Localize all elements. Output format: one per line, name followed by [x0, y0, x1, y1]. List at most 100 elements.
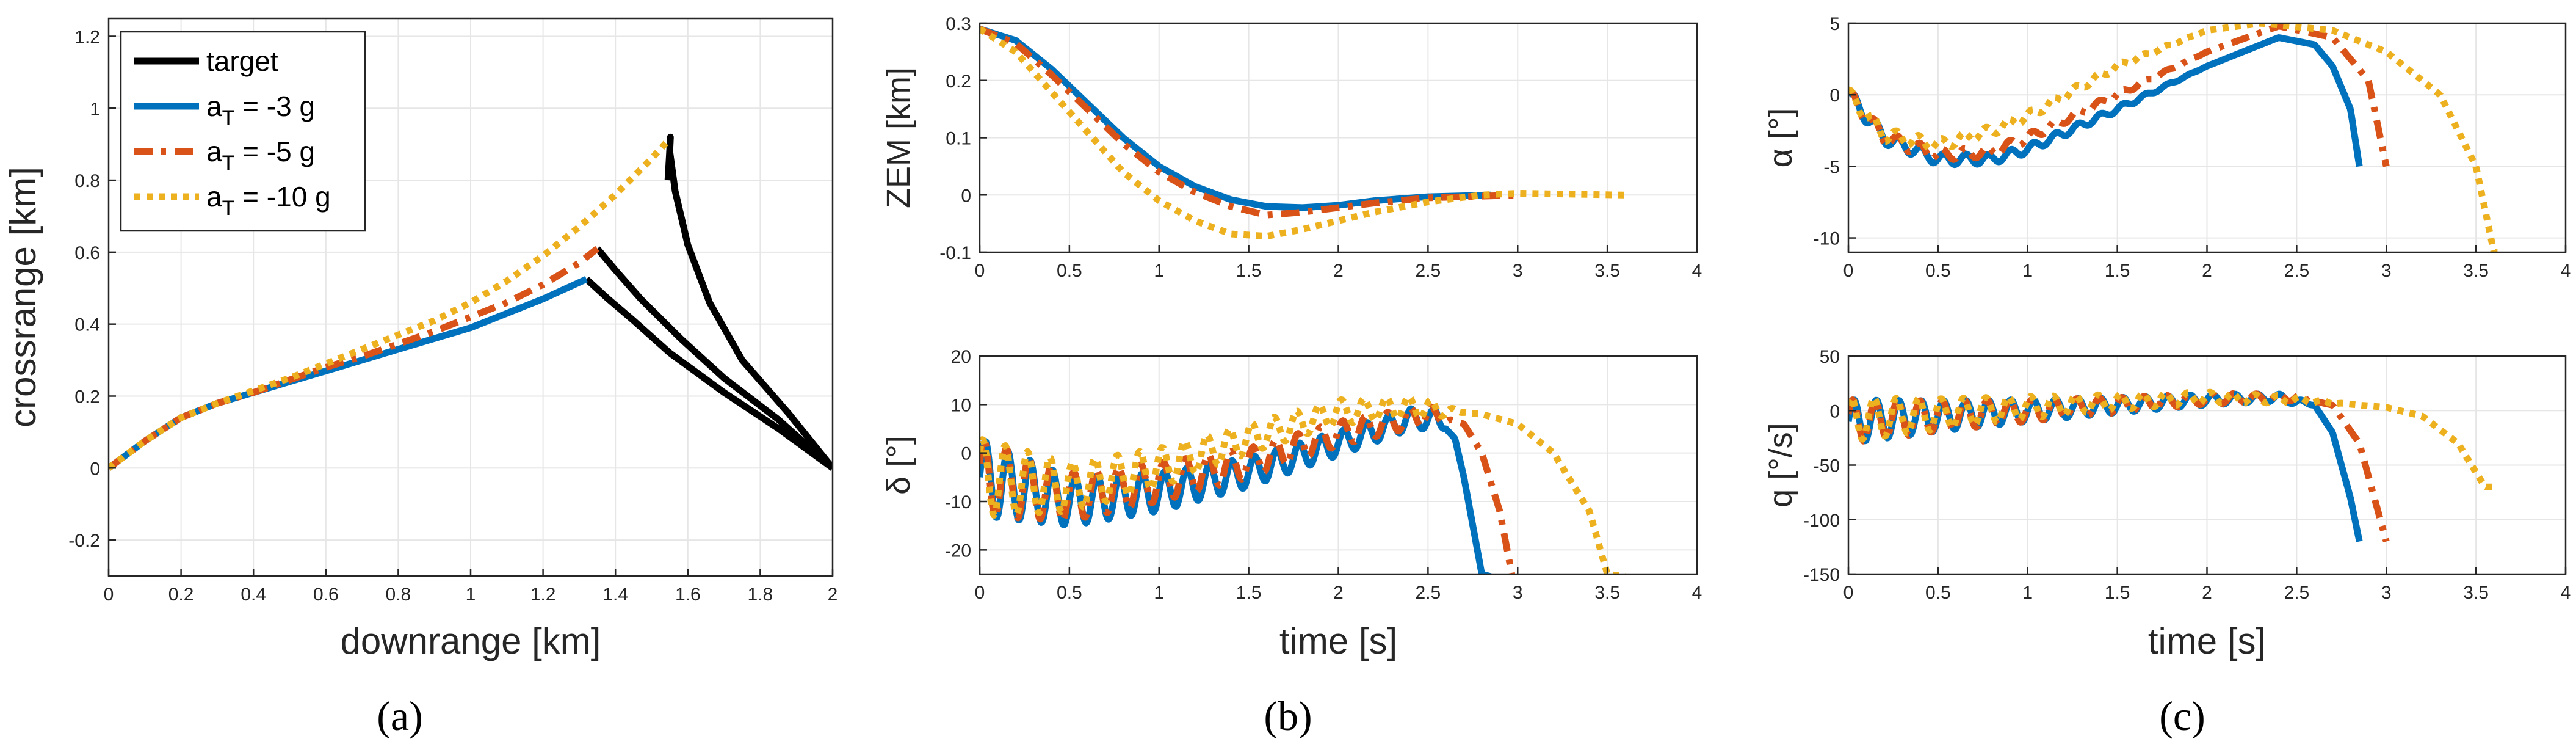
x-tick-label: 3: [1513, 583, 1523, 603]
series-line-s10: [1848, 388, 2500, 490]
x-tick-label: 2.5: [1416, 261, 1441, 281]
x-tick-label: 0.8: [386, 585, 411, 605]
caption-b: (b): [1264, 693, 1312, 739]
x-tick-label: 4: [2561, 261, 2571, 281]
x-tick-label: 4: [1692, 261, 1702, 281]
legend: target aT = -3 g aT = -5 g aT = -10 g: [120, 31, 366, 232]
y-tick-label: 0: [1829, 401, 1840, 421]
y-tick-label: 0: [961, 444, 971, 464]
y-tick-label: -20: [945, 541, 971, 561]
x-tick-label: 1.6: [675, 585, 701, 605]
y-tick-label: 10: [951, 395, 971, 415]
x-tick-label: 1: [1154, 261, 1164, 281]
y-tick-label: -5: [1823, 157, 1840, 177]
x-tick-label: 0.6: [313, 585, 339, 605]
x-tick-label: 1.5: [2105, 583, 2130, 603]
x-tick-label: 0.5: [1057, 583, 1082, 603]
y-tick-label: 0.2: [946, 71, 971, 92]
panel-a-trajectory-plot: 0 0.2 0.4 0.6 0.8 1 1.2 1.4 1.6 1.8 2 -0.2 0 0.2 0.4 0.…: [2, 17, 838, 661]
x-tick-label: 2.5: [2284, 261, 2310, 281]
series-line-s3: [1848, 34, 2363, 169]
x-tick-label: 4: [1692, 583, 1702, 603]
series-line-s10: [1848, 23, 2500, 252]
x-tick-label: 0.5: [1057, 261, 1082, 281]
y-axis-label: q [°/s]: [1762, 423, 1799, 508]
x-tick-label: 2.5: [2284, 583, 2310, 603]
x-tick-label: 1.5: [2105, 261, 2130, 281]
x-tick-label: 4: [2561, 583, 2571, 603]
x-tick-label: 3: [2381, 261, 2392, 281]
x-tick-label: 1.4: [602, 585, 628, 605]
x-tick-label: 0.4: [241, 585, 266, 605]
y-tick-label: 5: [1829, 14, 1840, 34]
y-tick-label: 1: [90, 99, 100, 119]
y-tick-label: 0: [1829, 86, 1840, 106]
y-tick-label: 1.2: [74, 27, 100, 47]
series-line-s5: [109, 246, 600, 471]
y-tick-label: 50: [1820, 347, 1840, 367]
panel-b-delta-plot: 0 0.5 1 1.5 2 2.5 3 3.5 4 -20 -10 0 10 20 time [s] δ [°…: [880, 347, 1702, 661]
y-tick-label: -10: [1814, 229, 1840, 249]
legend-label: aT = -5 g: [206, 136, 315, 175]
x-tick-label: 1.2: [530, 585, 556, 605]
series-line-s3: [109, 275, 588, 471]
x-tick-label: 1: [466, 585, 476, 605]
y-tick-label: 0.6: [74, 243, 100, 263]
legend-label: aT = -3 g: [206, 90, 315, 129]
x-tick-label: 1: [1154, 583, 1164, 603]
x-tick-label: 0.5: [1925, 261, 1951, 281]
x-tick-label: 3.5: [1594, 261, 1620, 281]
caption-a: (a): [377, 693, 422, 739]
y-tick-label: -0.1: [939, 243, 971, 263]
y-tick-label: 0.1: [946, 129, 971, 149]
y-tick-label: -0.2: [68, 531, 100, 551]
series-line-s10: [109, 138, 671, 471]
x-tick-label: 1.5: [1236, 261, 1262, 281]
x-tick-label: 1.5: [1236, 583, 1262, 603]
y-tick-label: -150: [1803, 565, 1840, 585]
y-tick-label: 0.4: [74, 315, 100, 335]
x-tick-label: 0: [1843, 583, 1854, 603]
x-tick-label: 0: [975, 583, 985, 603]
x-tick-label: 1: [2022, 583, 2033, 603]
x-tick-label: 0: [104, 585, 114, 605]
x-axis-label: downrange [km]: [341, 621, 601, 661]
x-tick-label: 3.5: [1594, 583, 1620, 603]
y-tick-label: -10: [945, 492, 971, 512]
panel-c-alpha-plot: 0 0.5 1 1.5 2 2.5 3 3.5 4 -10 -5 0 5 α [°]: [1762, 14, 2571, 281]
x-tick-label: 2: [2202, 583, 2212, 603]
series-line-s5: [980, 26, 1518, 219]
y-axis-label: α [°]: [1762, 108, 1799, 168]
x-tick-label: 0: [1843, 261, 1854, 281]
y-tick-label: 0.3: [946, 14, 971, 34]
x-tick-label: 3.5: [2463, 583, 2489, 603]
x-tick-label: 3: [2381, 583, 2392, 603]
series-line-target: [595, 246, 833, 471]
series-line-s10: [980, 393, 1627, 574]
series-line-s3: [980, 26, 1491, 211]
y-tick-label: 0.8: [74, 171, 100, 191]
x-tick-label: 2: [828, 585, 838, 605]
series-line-target: [584, 276, 833, 471]
x-tick-label: 1.8: [748, 585, 773, 605]
y-tick-label: 20: [951, 347, 971, 367]
x-tick-label: 0.2: [168, 585, 194, 605]
series-line-target: [664, 133, 833, 470]
legend-label: target: [206, 45, 278, 77]
x-axis-label: time [s]: [1279, 621, 1397, 661]
series-line-s5: [980, 403, 1516, 574]
y-axis-label: crossrange [km]: [2, 167, 43, 428]
y-tick-label: 0: [961, 186, 971, 206]
legend-label: aT = -10 g: [206, 181, 331, 220]
y-axis-label: ZEM [km]: [880, 67, 917, 208]
x-tick-label: 2.5: [1416, 583, 1441, 603]
x-tick-label: 2: [1333, 261, 1344, 281]
y-tick-label: 0.2: [74, 387, 100, 407]
x-tick-label: 2: [1333, 583, 1344, 603]
x-tick-label: 0.5: [1925, 583, 1951, 603]
panel-c-q-plot: 0 0.5 1 1.5 2 2.5 3 3.5 4 -150 -100 -50 0 50 time [s] q…: [1762, 347, 2571, 661]
y-tick-label: -100: [1803, 511, 1840, 531]
caption-c: (c): [2159, 693, 2205, 739]
